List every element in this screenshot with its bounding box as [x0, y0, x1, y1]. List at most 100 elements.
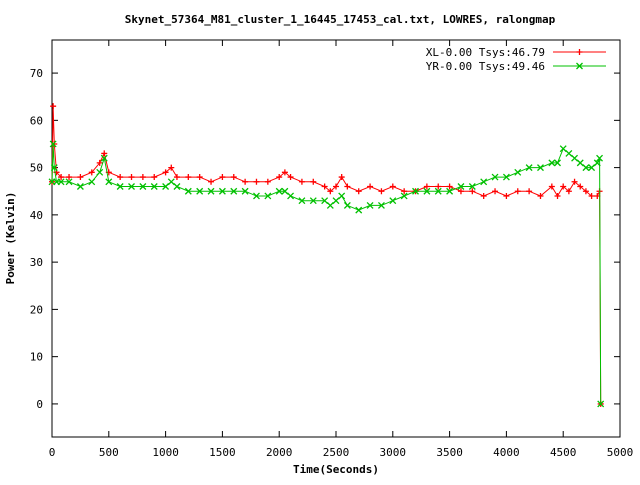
- data-point-1: [281, 187, 289, 195]
- y-axis-label: Power (Kelvin): [4, 192, 17, 285]
- data-point-0: [276, 174, 283, 181]
- data-point-1: [57, 178, 65, 186]
- axis-ticks: 0 500 1000 1500 2000 2500 3000 3500 4000 4500 5000…: [30, 40, 634, 459]
- data-point-0: [66, 174, 73, 181]
- x-tick-label: 0: [49, 446, 56, 459]
- y-tick-label: 70: [30, 67, 43, 80]
- data-point-0: [162, 169, 169, 176]
- data-point-1: [230, 187, 238, 195]
- data-point-1: [548, 159, 556, 167]
- data-point-1: [525, 164, 533, 172]
- data-point-0: [298, 178, 305, 185]
- data-point-0: [526, 188, 533, 195]
- data-point-1: [514, 168, 522, 176]
- chart-title: Skynet_57364_M81_cluster_1_16445_17453_c…: [125, 13, 556, 26]
- y-tick-label: 40: [30, 209, 43, 222]
- x-tick-label: 5000: [607, 446, 634, 459]
- data-point-0: [101, 150, 108, 157]
- x-tick-label: 4500: [550, 446, 577, 459]
- series-line-0: [51, 106, 602, 404]
- data-point-1: [355, 206, 363, 214]
- data-point-0: [219, 174, 226, 181]
- data-point-0: [435, 183, 442, 190]
- data-point-0: [560, 183, 567, 190]
- data-point-1: [457, 183, 465, 190]
- data-point-1: [571, 154, 579, 162]
- data-point-0: [469, 188, 476, 195]
- data-point-0: [264, 178, 271, 185]
- data-point-0: [480, 192, 487, 199]
- y-tick-label: 20: [30, 303, 43, 316]
- x-tick-label: 1000: [152, 446, 179, 459]
- data-point-1: [65, 178, 73, 186]
- data-point-1: [298, 197, 306, 205]
- data-point-1: [400, 192, 408, 200]
- data-point-1: [338, 192, 346, 200]
- data-point-0: [50, 103, 57, 110]
- data-point-1: [309, 197, 317, 205]
- data-point-0: [492, 188, 499, 195]
- data-point-1: [162, 183, 170, 190]
- data-point-1: [184, 187, 192, 195]
- data-point-1: [264, 192, 272, 200]
- data-point-1: [326, 201, 334, 209]
- data-point-1: [468, 183, 476, 190]
- y-tick-label: 10: [30, 351, 43, 364]
- y-tick-label: 60: [30, 114, 43, 127]
- data-point-1: [588, 164, 596, 172]
- data-point-0: [242, 178, 249, 185]
- data-point-0: [77, 174, 84, 181]
- legend-marker-1: [576, 62, 583, 70]
- data-point-1: [554, 159, 561, 167]
- data-point-0: [117, 174, 124, 181]
- data-point-1: [446, 187, 454, 195]
- x-tick-label: 2500: [323, 446, 350, 459]
- data-point-0: [389, 183, 396, 190]
- x-tick-label: 1500: [209, 446, 236, 459]
- data-point-1: [105, 178, 113, 186]
- data-point-0: [321, 183, 328, 190]
- data-point-0: [128, 174, 135, 181]
- data-point-1: [167, 178, 175, 186]
- data-point-1: [207, 187, 215, 195]
- data-point-1: [332, 197, 340, 205]
- data-point-1: [366, 201, 374, 209]
- data-point-1: [218, 187, 226, 195]
- data-point-1: [593, 159, 601, 167]
- data-point-1: [412, 187, 419, 195]
- data-point-1: [76, 183, 84, 190]
- data-point-0: [96, 159, 103, 166]
- data-point-0: [139, 174, 146, 181]
- data-point-0: [88, 169, 95, 176]
- data-point-0: [287, 174, 294, 181]
- data-point-0: [588, 192, 595, 199]
- data-point-0: [281, 169, 288, 176]
- x-tick-label: 3000: [380, 446, 407, 459]
- data-point-1: [253, 192, 260, 200]
- x-tick-label: 500: [99, 446, 119, 459]
- x-tick-label: 2000: [266, 446, 293, 459]
- data-point-1: [377, 201, 385, 209]
- data-point-1: [321, 197, 329, 205]
- data-point-0: [367, 183, 374, 190]
- x-tick-label: 4000: [493, 446, 520, 459]
- data-point-0: [58, 174, 65, 181]
- data-point-1: [582, 164, 590, 172]
- data-point-1: [241, 187, 249, 195]
- data-point-1: [389, 197, 397, 205]
- data-point-0: [333, 183, 339, 190]
- data-point-1: [173, 183, 181, 190]
- data-point-1: [88, 178, 96, 186]
- data-point-0: [577, 183, 584, 190]
- data-point-0: [503, 192, 510, 199]
- data-point-1: [196, 187, 204, 195]
- data-point-1: [537, 164, 544, 172]
- data-point-1: [559, 145, 567, 153]
- x-axis-label: Time(Seconds): [293, 463, 379, 476]
- data-point-0: [173, 174, 180, 181]
- data-point-1: [597, 400, 605, 408]
- series-layer: [48, 103, 605, 408]
- data-point-0: [344, 183, 351, 190]
